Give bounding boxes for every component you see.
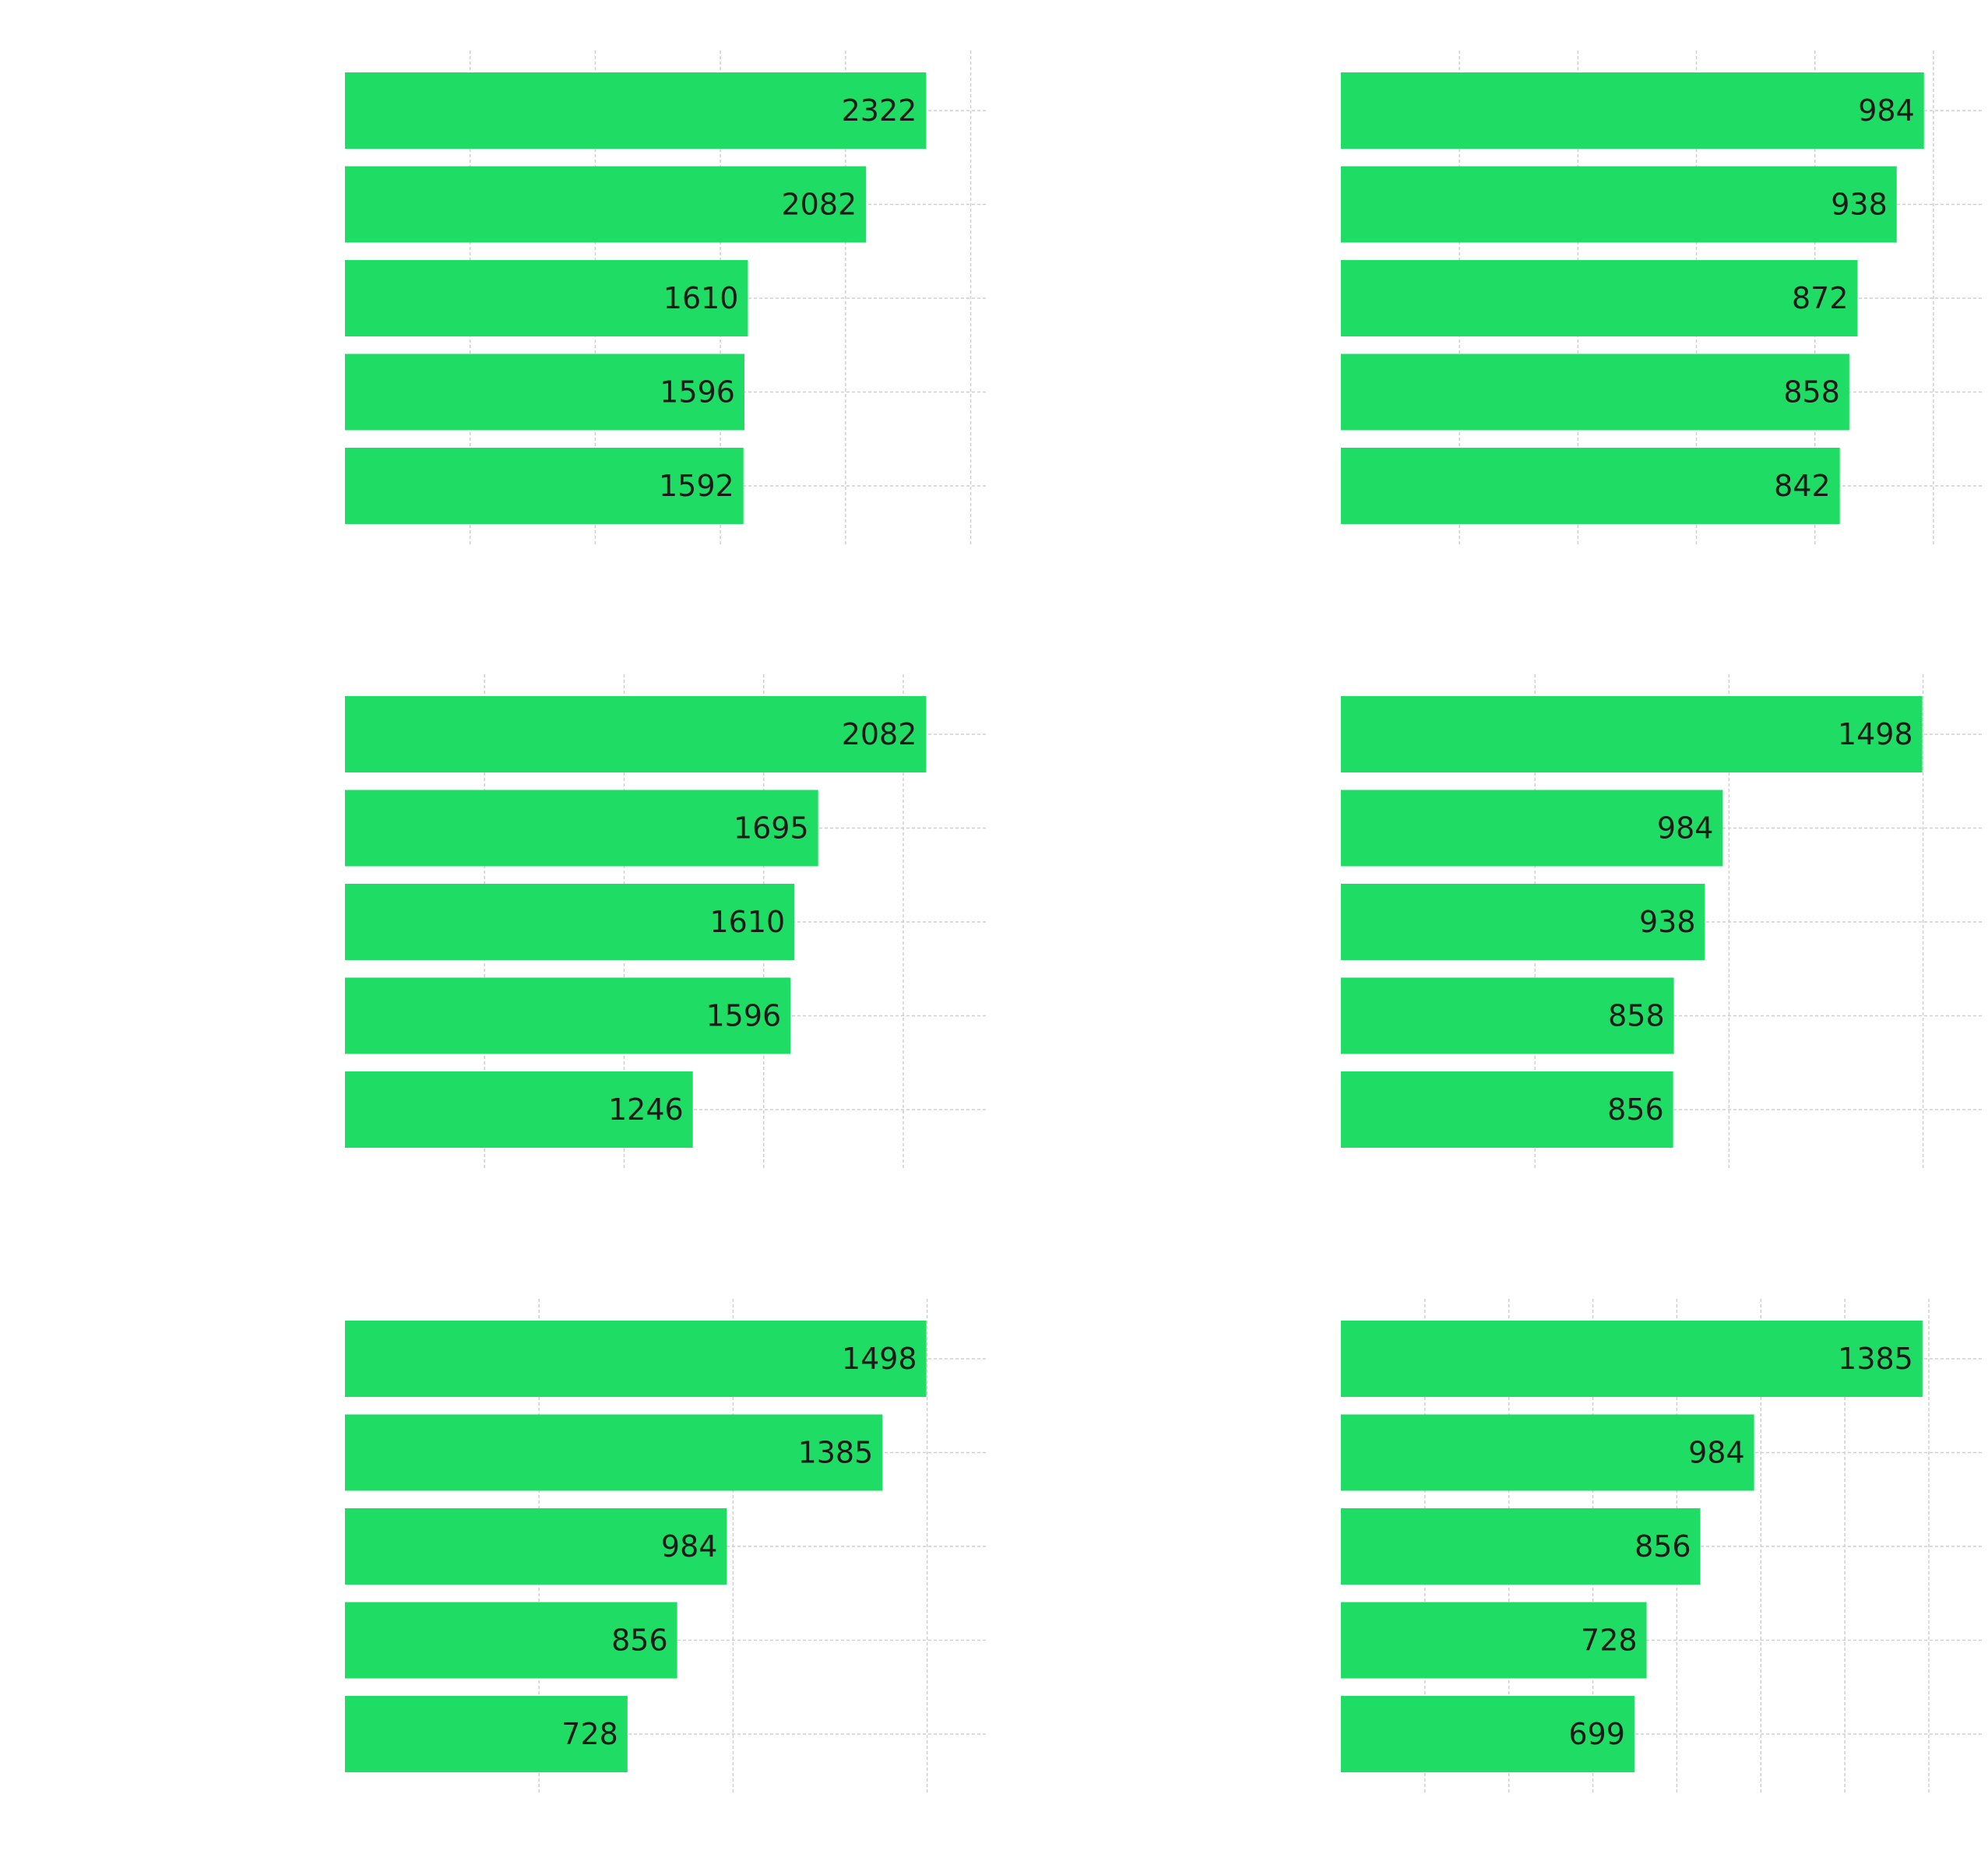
bar-chart-6: 1385 984 856 728 699: [1341, 1299, 1982, 1793]
bar-chart-2: 984 938 872 858 842: [1341, 51, 1982, 545]
bar: [345, 977, 791, 1054]
bar: [1341, 448, 1840, 524]
bar: [1341, 696, 1923, 772]
bar-value-label: 1610: [709, 905, 785, 939]
bar: [1341, 1696, 1634, 1772]
bar: [345, 696, 927, 772]
bar: [1341, 1414, 1754, 1491]
bar-value-label: 938: [1639, 905, 1696, 939]
bar-chart-4: 1498 984 938 858 856: [1341, 674, 1982, 1169]
bar: [1341, 884, 1705, 960]
bar: [1341, 260, 1858, 336]
bar: [345, 1414, 883, 1491]
bar-value-label: 842: [1774, 469, 1831, 503]
bar: [1341, 166, 1897, 243]
bar: [345, 72, 927, 149]
bar-value-label: 984: [1858, 93, 1915, 128]
bar-value-label: 984: [1688, 1436, 1745, 1470]
bar-chart-3: 2082 1695 1610 1596 1246: [345, 674, 986, 1169]
bar-value-label: 1498: [1838, 717, 1913, 751]
bar-value-label: 1596: [705, 999, 781, 1033]
bar-value-label: 872: [1792, 281, 1849, 315]
bar-value-label: 984: [1657, 811, 1714, 846]
bar-value-label: 1498: [842, 1342, 917, 1376]
bar: [345, 1696, 628, 1772]
bar: [1341, 1071, 1673, 1148]
bar: [345, 1321, 927, 1397]
bar-value-label: 1592: [659, 469, 734, 503]
bar-value-label: 1385: [1838, 1342, 1913, 1376]
bar-value-label: 858: [1783, 375, 1840, 410]
bar: [345, 790, 818, 867]
bar-value-label: 699: [1568, 1717, 1625, 1751]
bar-value-label: 2082: [781, 188, 857, 222]
bar: [1341, 790, 1723, 867]
bar-value-label: 1385: [798, 1436, 874, 1470]
bar: [345, 1508, 727, 1585]
bar-value-label: 1610: [663, 281, 739, 315]
bar: [1341, 977, 1674, 1054]
bar-value-label: 1695: [734, 811, 809, 846]
bar-value-label: 938: [1831, 188, 1888, 222]
bar: [345, 260, 748, 336]
bar-value-label: 858: [1608, 999, 1665, 1033]
bar: [345, 166, 867, 243]
bar-chart-5: 1498 1385 984 856 728: [345, 1299, 986, 1793]
bar: [345, 1602, 677, 1679]
bar-value-label: 984: [661, 1529, 718, 1564]
bar-value-label: 2322: [842, 93, 917, 128]
bar-value-label: 856: [1634, 1529, 1691, 1564]
bar: [1341, 1602, 1647, 1679]
bar-chart-1: 2322 2082 1610 1596 1592: [345, 51, 986, 545]
bar-value-label: 728: [1581, 1624, 1638, 1658]
bar-value-label: 856: [611, 1624, 668, 1658]
bar: [1341, 1508, 1701, 1585]
bar: [345, 884, 795, 960]
bar: [1341, 1321, 1923, 1397]
bar: [345, 448, 744, 524]
bar-value-label: 1246: [608, 1092, 684, 1127]
bar-value-label: 856: [1607, 1092, 1664, 1127]
bar-value-label: 1596: [660, 375, 735, 410]
bar: [345, 1071, 693, 1148]
bar-value-label: 2082: [842, 717, 917, 751]
bar: [1341, 354, 1849, 431]
bar-value-label: 728: [561, 1717, 618, 1751]
bar: [1341, 72, 1924, 149]
bar: [345, 354, 744, 431]
